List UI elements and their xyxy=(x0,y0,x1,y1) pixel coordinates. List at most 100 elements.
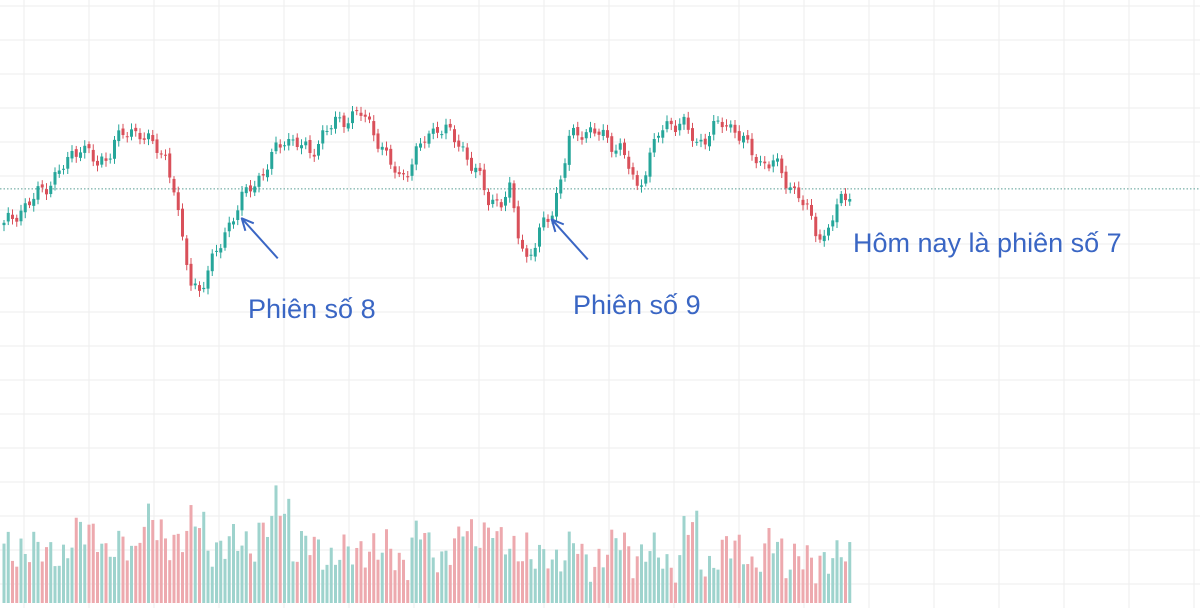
candle-body xyxy=(138,132,142,140)
candle-body xyxy=(232,221,235,225)
volume-bar xyxy=(45,547,48,603)
candle-body xyxy=(274,142,278,152)
volume-bar xyxy=(19,538,23,603)
candle-body xyxy=(801,199,805,206)
annotation-session-9-label: Phiên số 9 xyxy=(573,290,701,320)
candle-body xyxy=(771,160,775,167)
candle xyxy=(793,182,796,194)
candle xyxy=(516,200,520,245)
volume-bar xyxy=(219,540,223,603)
candle xyxy=(623,138,626,159)
volume-bar xyxy=(189,505,193,603)
candle-body xyxy=(525,248,529,257)
volume-bar xyxy=(750,556,754,603)
candle xyxy=(397,166,401,178)
candle-body xyxy=(79,152,82,158)
candle-body xyxy=(147,133,150,140)
candle xyxy=(312,148,316,162)
candle xyxy=(185,235,189,271)
volume-bar xyxy=(525,532,529,603)
candle-body xyxy=(839,193,843,204)
candle xyxy=(287,133,291,151)
candle-body xyxy=(159,153,163,155)
volume-bar xyxy=(385,529,388,603)
candle xyxy=(334,111,337,134)
candle xyxy=(686,111,690,134)
volume-bar xyxy=(720,539,724,603)
candle-body xyxy=(640,185,643,187)
candle-body xyxy=(542,217,546,228)
volume-bar xyxy=(130,545,133,603)
candle-body xyxy=(712,120,716,135)
volume-bar xyxy=(312,536,316,603)
candle xyxy=(521,234,524,252)
volume-bar xyxy=(83,544,87,603)
candle xyxy=(720,117,724,133)
candle-body xyxy=(57,170,61,174)
candle xyxy=(155,133,159,159)
candle xyxy=(729,120,733,133)
candle-body xyxy=(410,164,414,176)
volume-bar xyxy=(665,554,669,603)
candle-body xyxy=(822,235,826,242)
candle-body xyxy=(261,174,265,176)
candle-body xyxy=(15,217,19,222)
candle xyxy=(495,193,499,207)
candle xyxy=(223,227,227,251)
volume-bar xyxy=(504,554,507,603)
volume-bar xyxy=(780,538,784,603)
volume-bar xyxy=(389,548,393,603)
candle xyxy=(444,118,448,140)
candle xyxy=(776,153,779,167)
candle-body xyxy=(533,247,537,257)
volume-bar xyxy=(23,553,27,603)
candle xyxy=(142,132,146,145)
candle-body xyxy=(478,167,482,172)
candle-body xyxy=(784,171,788,189)
volume-bar xyxy=(202,511,206,603)
candle xyxy=(461,141,465,152)
candle-body xyxy=(780,158,784,174)
candle-body xyxy=(206,270,210,289)
candle xyxy=(159,150,163,159)
volume-bar xyxy=(232,524,235,603)
candle xyxy=(176,186,180,216)
candle xyxy=(593,123,597,137)
candle xyxy=(512,180,516,213)
candle xyxy=(215,244,218,257)
volume-bar xyxy=(419,539,422,603)
candle-body xyxy=(648,152,652,177)
candle-body xyxy=(686,117,690,130)
volume-bar xyxy=(844,561,847,603)
candle-body xyxy=(580,137,584,140)
candle-body xyxy=(312,154,316,157)
candle-body xyxy=(546,218,550,222)
candle xyxy=(117,124,121,147)
candle xyxy=(100,153,104,168)
candle xyxy=(11,209,14,225)
candle xyxy=(193,278,197,290)
candle xyxy=(108,153,112,164)
candle xyxy=(15,214,19,227)
candle xyxy=(674,120,677,136)
volume-bar xyxy=(329,547,333,603)
volume-bar xyxy=(508,548,512,603)
volume-bar xyxy=(147,503,150,603)
volume-bar xyxy=(716,569,720,603)
annotation-session-8-arrow-head xyxy=(240,217,255,232)
candle xyxy=(342,112,346,133)
volume-bar xyxy=(2,543,6,603)
volume-bar xyxy=(104,543,108,603)
candle-body xyxy=(66,156,70,169)
candle-body xyxy=(151,135,155,142)
volume-bar xyxy=(410,537,414,603)
candle xyxy=(219,243,223,259)
candle xyxy=(202,281,206,293)
candle xyxy=(827,224,830,241)
volume-bar xyxy=(648,551,652,603)
candle xyxy=(716,116,720,124)
volume-bar xyxy=(70,547,74,603)
volume-bar xyxy=(402,559,405,603)
candle xyxy=(780,155,784,179)
volume-bar xyxy=(810,557,813,603)
